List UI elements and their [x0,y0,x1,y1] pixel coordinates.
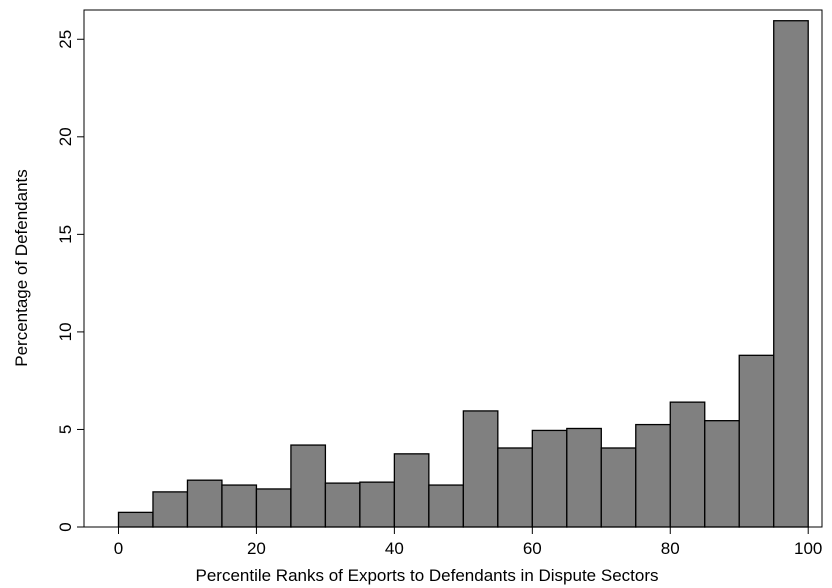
plot-frame [83,9,823,528]
histogram-bar-13 [566,427,602,528]
x-tick-label: 80 [661,539,680,558]
histogram-bar-15 [635,423,671,528]
x-tick-label: 100 [794,539,822,558]
x-axis: 0 20 40 60 80 100 [114,527,822,558]
x-tick-label: 20 [247,539,266,558]
y-tick-label: 0 [56,522,75,531]
histogram-bar-3 [221,484,258,528]
y-tick-label: 10 [56,322,75,341]
histogram-bar-9 [428,484,464,528]
histogram-bar-8 [393,453,430,528]
y-tick-label: 15 [56,225,75,244]
histogram-bar-7 [359,481,396,528]
bars-group [117,20,809,528]
histogram-bar-0 [117,511,154,528]
histogram-bar-2 [186,479,223,528]
histogram-bar-10 [462,410,499,528]
histogram-bar-11 [497,447,533,528]
histogram-bar-19 [773,20,809,528]
histogram-bar-12 [531,429,568,528]
histogram-bar-16 [669,401,706,528]
x-tick-label: 60 [523,539,542,558]
y-tick-label: 25 [56,30,75,49]
y-tick-label: 5 [56,425,75,434]
histogram-bar-18 [738,354,775,528]
histogram-bar-6 [324,482,361,528]
histogram-bar-4 [255,488,292,528]
y-tick-label: 20 [56,127,75,146]
histogram-bar-17 [704,420,740,528]
y-axis: 0 5 10 15 20 25 [56,30,84,532]
histogram-bar-1 [152,491,189,528]
x-tick-label: 40 [385,539,404,558]
x-axis-title: Percentile Ranks of Exports to Defendant… [195,566,658,585]
histogram-bar-14 [600,447,637,528]
x-tick-label: 0 [114,539,123,558]
y-axis-title: Percentage of Defendants [12,169,31,367]
histogram-bar-5 [290,444,327,528]
